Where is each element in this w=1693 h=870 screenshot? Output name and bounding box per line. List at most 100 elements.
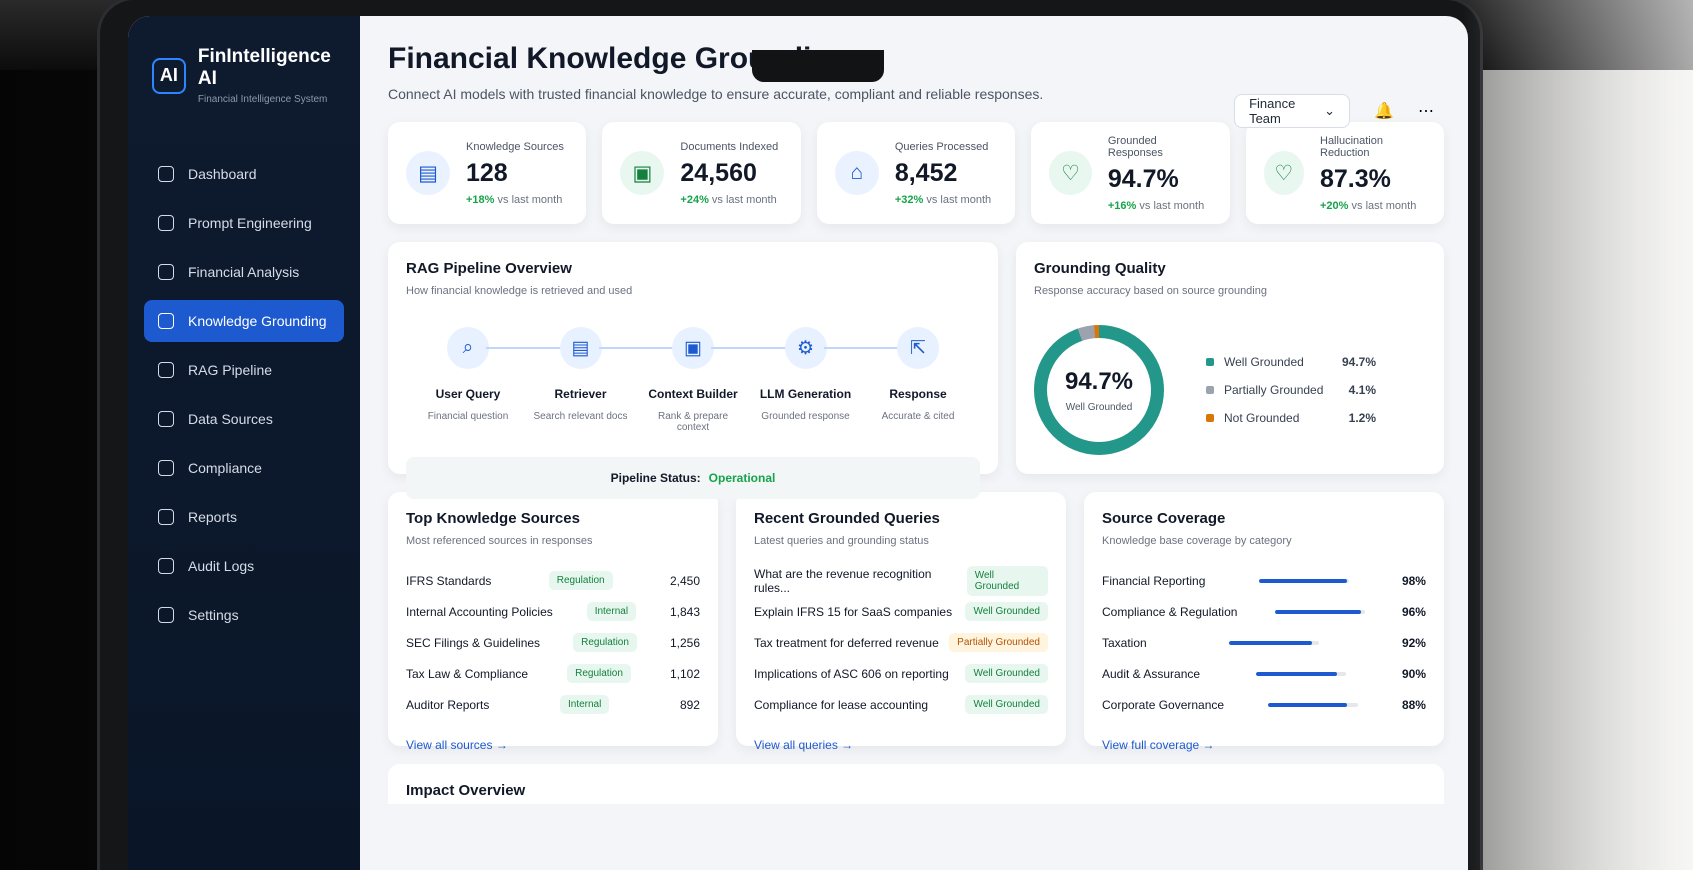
- view-all-queries-link[interactable]: View all queries →: [754, 738, 854, 752]
- sidebar-item-data-sources[interactable]: Data Sources: [144, 398, 344, 440]
- card-subtitle: How financial knowledge is retrieved and…: [406, 285, 633, 297]
- table-row[interactable]: Implications of ASC 606 on reporting Well…: [754, 658, 1048, 689]
- coverage-row: Audit & Assurance 90%: [1102, 666, 1426, 681]
- page-title: Financial Knowledge Grounding: [388, 42, 849, 75]
- gear-icon: [158, 607, 174, 623]
- list-item: SEC Filings & Guidelines Regulation 1,256: [406, 627, 700, 658]
- sidebar-item-label: Prompt Engineering: [188, 215, 312, 231]
- table-row[interactable]: Tax treatment for deferred revenue Partia…: [754, 627, 1048, 658]
- bell-icon[interactable]: 🔔: [1374, 103, 1394, 120]
- search-icon: ⌕: [447, 327, 489, 369]
- pipeline-step: ⇱ Response Accurate & cited: [866, 327, 970, 422]
- kpi-change: +18% vs last month: [466, 193, 563, 206]
- logo-icon: AI: [152, 57, 186, 94]
- sidebar-item-reports[interactable]: Reports: [144, 496, 344, 538]
- gear-icon: ⚙: [784, 327, 827, 369]
- sidebar-item-label: Knowledge Grounding: [188, 313, 327, 329]
- sidebar-item-audit-logs[interactable]: Audit Logs: [144, 545, 344, 587]
- list-item: Auditor Reports Internal 892: [406, 689, 700, 720]
- kpi-card: ⌂ Queries Processed 8,452 +32% vs last mont…: [816, 122, 1016, 224]
- kpi-value: 87.3%: [1320, 164, 1391, 193]
- retriever-icon: ▤: [559, 327, 602, 369]
- connector-line: [711, 347, 791, 349]
- kpi-change: +16% vs last month: [1107, 199, 1205, 212]
- overview-grid: RAG Pipeline Overview How financial know…: [388, 242, 1444, 499]
- kpi-value: 94.7%: [1107, 164, 1179, 193]
- connector-line: [598, 347, 679, 349]
- kpi-label: Grounded Responses: [1107, 134, 1163, 159]
- pipeline-step: ▣ Context Builder Rank & prepare context: [641, 327, 791, 433]
- sidebar-item-knowledge-grounding[interactable]: Knowledge Grounding: [144, 300, 344, 342]
- pipeline-steps: ⌕ User Query Financial question ▤ Retriever…: [416, 327, 970, 433]
- list-item: IFRS Standards Regulation 2,450: [406, 565, 700, 596]
- table-row[interactable]: Explain IFRS 15 for SaaS companies Well G…: [754, 596, 1048, 627]
- heart-check-icon: ♡: [1049, 151, 1092, 195]
- screen-reflection: [1463, 0, 1693, 870]
- pipeline-status: Pipeline Status: Operational: [406, 457, 980, 499]
- sidebar-item-financial-analysis[interactable]: Financial Analysis: [144, 251, 344, 293]
- document-icon: ▤: [406, 151, 450, 195]
- sidebar-item-settings[interactable]: Settings: [144, 594, 344, 636]
- quality-chart: 94.7% Well Grounded Well Grounded 94.7% Pa…: [1034, 325, 1426, 455]
- kpi-label: Hallucination Reduction: [1320, 134, 1383, 159]
- kpi-value: 24,560: [680, 158, 757, 187]
- pipeline-icon: [158, 362, 174, 378]
- team-selector[interactable]: Finance Team ⌄: [1234, 94, 1351, 128]
- prompt-icon: [158, 215, 174, 231]
- table-row[interactable]: What are the revenue recognition rules..…: [754, 565, 1048, 596]
- kpi-row: ▤ Knowledge Sources 128 +18% vs last month …: [388, 122, 1445, 224]
- list-item: Tax Law & Compliance Regulation 1,102: [406, 658, 700, 689]
- sidebar-item-dashboard[interactable]: Dashboard: [144, 153, 344, 195]
- card-title: RAG Pipeline Overview: [406, 260, 572, 277]
- coverage-row: Corporate Governance 88%: [1102, 697, 1426, 712]
- shield-icon: [158, 460, 174, 476]
- kpi-change: +24% vs last month: [680, 193, 777, 206]
- rag-pipeline-card: RAG Pipeline Overview How financial know…: [388, 242, 998, 499]
- kpi-value: 8,452: [894, 158, 958, 187]
- grounding-donut: 94.7% Well Grounded: [1034, 325, 1164, 455]
- kpi-change: +32% vs last month: [894, 193, 992, 206]
- recent-queries-card: Recent Grounded Queries Latest queries a…: [736, 492, 1066, 752]
- camera-notch: [752, 50, 884, 82]
- query-icon: ⌂: [834, 151, 879, 195]
- brand-title: FinIntelligence AI: [197, 46, 331, 89]
- sidebar-item-label: Audit Logs: [188, 558, 255, 574]
- sidebar-item-label: RAG Pipeline: [188, 362, 273, 378]
- brand-subtitle: Financial Intelligence System: [197, 94, 328, 105]
- main-content: Financial Knowledge Grounding Connect AI…: [360, 16, 1468, 870]
- bottom-grid: Top Knowledge Sources Most referenced so…: [388, 492, 1444, 752]
- team-label: Finance Team: [1249, 96, 1296, 126]
- response-icon: ⇱: [897, 327, 939, 369]
- brand: AI FinIntelligence AI Financial Intellig…: [152, 46, 344, 105]
- card-title: Grounding Quality: [1034, 260, 1166, 277]
- view-all-sources-link[interactable]: View all sources →: [406, 738, 508, 752]
- kpi-label: Documents Indexed: [680, 140, 779, 153]
- pipeline-step: ⌕ User Query Financial question: [416, 327, 566, 422]
- analysis-icon: [158, 264, 174, 280]
- pipeline-step: ▤ Retriever Search relevant docs: [529, 327, 679, 422]
- table-row[interactable]: Compliance for lease accounting Well Grou…: [754, 689, 1048, 720]
- database-icon: [158, 411, 174, 427]
- home-icon: [158, 166, 174, 182]
- dashboard-screen: AI FinIntelligence AI Financial Intellig…: [128, 16, 1468, 870]
- coverage-row: Taxation 92%: [1102, 635, 1426, 650]
- top-sources-card: Top Knowledge Sources Most referenced so…: [388, 492, 718, 752]
- sidebar-item-compliance[interactable]: Compliance: [144, 447, 344, 489]
- view-full-coverage-link[interactable]: View full coverage →: [1102, 738, 1215, 752]
- report-icon: [158, 509, 174, 525]
- card-subtitle: Response accuracy based on source ground…: [1034, 285, 1267, 297]
- quality-legend: Well Grounded 94.7% Partially Grounded 4.1…: [1206, 341, 1376, 439]
- kpi-label: Queries Processed: [894, 140, 989, 153]
- context-icon: ▣: [672, 327, 714, 369]
- list-item: Internal Accounting Policies Internal 1,84…: [406, 596, 700, 627]
- kpi-value: 128: [466, 158, 508, 187]
- sidebar-item-label: Settings: [188, 607, 239, 623]
- kpi-card: ▣ Documents Indexed 24,560 +24% vs last mon…: [602, 122, 801, 224]
- sidebar-item-rag-pipeline[interactable]: RAG Pipeline: [144, 349, 344, 391]
- kpi-card: ▤ Knowledge Sources 128 +18% vs last month: [388, 122, 587, 224]
- sidebar-item-prompt-engineering[interactable]: Prompt Engineering: [144, 202, 344, 244]
- more-icon[interactable]: ⋯: [1418, 103, 1434, 120]
- impact-overview-card: Impact Overview: [388, 764, 1444, 804]
- kpi-change: +20% vs last month: [1320, 199, 1417, 212]
- grounding-quality-card: Grounding Quality Response accuracy base…: [1016, 242, 1444, 474]
